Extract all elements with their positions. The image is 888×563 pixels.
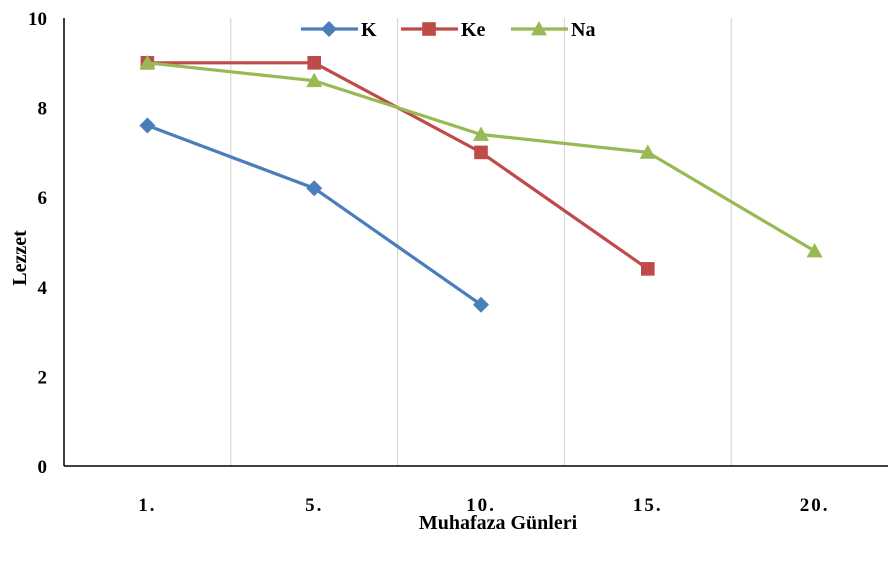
data-point: [306, 72, 323, 88]
data-point: [473, 126, 489, 141]
legend-item: Na: [511, 19, 595, 41]
data-point: [139, 117, 156, 134]
data-point: [639, 144, 656, 159]
x-tick-labels: 1. 5. 10. 15. 20.: [138, 495, 830, 516]
legend: K Ke Na: [301, 19, 595, 41]
data-point: [474, 145, 488, 160]
x-tick-label: 15.: [633, 495, 663, 516]
legend-label: Ke: [461, 19, 486, 41]
x-tick-label: 20.: [800, 495, 830, 516]
data-point: [307, 56, 321, 70]
x-axis-title: Muhafaza Günleri: [419, 512, 578, 534]
data-point: [139, 54, 156, 70]
y-tick-labels: 0 2 4 6 8 10: [28, 9, 48, 478]
legend-item: K: [301, 19, 377, 41]
data-point: [806, 242, 823, 258]
y-tick-label: 2: [38, 367, 48, 388]
data-point: [473, 296, 489, 313]
series-na: [139, 54, 823, 258]
series-k: [139, 117, 489, 313]
gridlines: [230, 18, 732, 466]
axes: [63, 18, 888, 467]
x-tick-label: 10.: [466, 495, 496, 516]
y-tick-label: 6: [38, 188, 48, 209]
data-point: [422, 22, 436, 36]
data-point: [306, 180, 323, 197]
legend-item: Ke: [401, 19, 486, 41]
data-point: [321, 21, 337, 37]
x-tick-label: 1.: [138, 495, 156, 516]
series-line: [145, 123, 483, 307]
legend-label: K: [361, 19, 377, 41]
x-tick-label: 5.: [305, 495, 323, 516]
data-point: [641, 262, 655, 276]
y-axis-title: Lezzet: [9, 230, 31, 286]
series: [139, 54, 823, 313]
y-tick-label: 10: [28, 9, 47, 30]
legend-label: Na: [571, 19, 595, 41]
data-point: [531, 21, 547, 36]
y-tick-label: 4: [38, 278, 48, 299]
y-tick-label: 0: [38, 457, 48, 478]
y-tick-label: 8: [38, 99, 48, 120]
